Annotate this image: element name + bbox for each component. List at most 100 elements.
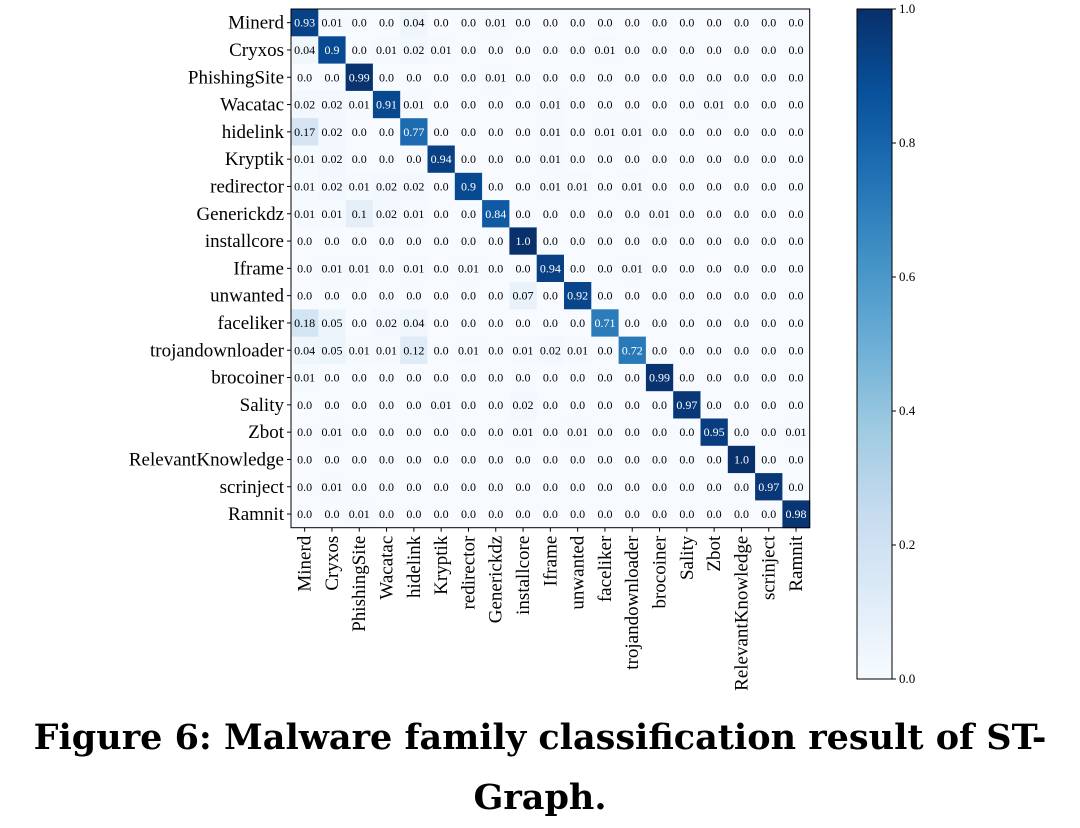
heatmap-cell xyxy=(345,363,374,392)
cell-value-label: 0.0 xyxy=(652,234,667,248)
heatmap-cell xyxy=(727,172,756,201)
cell-value-label: 0.01 xyxy=(540,152,561,166)
heatmap-cell xyxy=(482,418,510,447)
row-label: PhishingSite xyxy=(188,67,284,88)
heatmap-cell xyxy=(591,363,620,392)
heatmap-cell xyxy=(345,90,374,119)
column-label: PhishingSite xyxy=(349,536,370,632)
cell-value-label: 0.01 xyxy=(403,98,424,112)
cell-value-label: 0.0 xyxy=(652,179,667,193)
cell-value-label: 0.01 xyxy=(540,179,561,193)
heatmap-cell xyxy=(564,445,592,474)
cell-value-label: 0.0 xyxy=(734,16,749,30)
heatmap-cell xyxy=(618,9,647,37)
cell-value-label: 0.0 xyxy=(379,371,394,385)
heatmap-cell xyxy=(782,500,811,529)
heatmap-cell xyxy=(700,445,729,474)
heatmap-cell xyxy=(782,63,811,92)
cell-value-label: 0.0 xyxy=(652,507,667,521)
cell-value-label: 0.0 xyxy=(297,507,312,521)
heatmap-cell xyxy=(564,200,592,228)
heatmap-cell xyxy=(618,309,647,338)
cell-value-label: 0.77 xyxy=(403,125,424,139)
cell-value-label: 0.0 xyxy=(461,16,476,30)
cell-value-label: 0.99 xyxy=(349,70,370,84)
heatmap-cell xyxy=(645,9,674,37)
cell-value-label: 0.0 xyxy=(707,261,722,275)
cell-value-label: 0.0 xyxy=(789,98,804,112)
cell-value-label: 0.01 xyxy=(294,207,315,221)
cell-value-label: 0.0 xyxy=(570,234,585,248)
cell-value-label: 0.0 xyxy=(488,261,503,275)
heatmap-cell xyxy=(318,227,347,256)
heatmap-cell xyxy=(482,500,510,529)
cell-value-label: 0.0 xyxy=(707,179,722,193)
column-label: faceliker xyxy=(595,535,616,602)
heatmap-cell xyxy=(509,309,538,338)
cell-value-label: 0.0 xyxy=(434,16,449,30)
column-label: Generickdz xyxy=(486,536,507,624)
cell-value-label: 0.0 xyxy=(516,125,531,139)
colorbar-tick-label: 0.6 xyxy=(899,269,916,284)
cell-value-label: 0.0 xyxy=(707,398,722,412)
cell-value-label: 0.04 xyxy=(403,16,424,30)
heatmap-cell xyxy=(427,200,456,228)
heatmap-cell xyxy=(318,63,347,92)
cell-value-label: 0.0 xyxy=(789,43,804,57)
heatmap-cell xyxy=(618,200,647,228)
cell-value-label: 0.05 xyxy=(321,343,342,357)
cell-value-label: 0.0 xyxy=(352,289,367,303)
heatmap-cell xyxy=(645,418,674,447)
cell-value-label: 0.0 xyxy=(543,398,558,412)
cell-value-label: 0.0 xyxy=(434,179,449,193)
cell-value-label: 0.0 xyxy=(543,207,558,221)
cell-value-label: 0.0 xyxy=(434,507,449,521)
heatmap-cell xyxy=(564,145,592,174)
heatmap-cell xyxy=(564,336,592,365)
heatmap-cell xyxy=(700,473,729,501)
cell-value-label: 0.0 xyxy=(488,125,503,139)
cell-value-label: 0.0 xyxy=(679,207,694,221)
cell-value-label: 0.0 xyxy=(461,316,476,330)
heatmap-cell xyxy=(618,282,647,310)
heatmap-cell xyxy=(482,63,510,92)
cell-value-label: 0.9 xyxy=(461,179,476,193)
heatmap-cell xyxy=(536,418,565,447)
heatmap-cell xyxy=(400,309,428,338)
heatmap-cell xyxy=(564,282,592,310)
heatmap-cell xyxy=(591,200,620,228)
heatmap-cell xyxy=(564,172,592,201)
heatmap-cell xyxy=(700,9,729,37)
heatmap-cell xyxy=(564,473,592,501)
heatmap-cell xyxy=(372,227,401,256)
cell-value-label: 0.0 xyxy=(597,98,612,112)
cell-value-label: 0.0 xyxy=(652,125,667,139)
heatmap-cell xyxy=(727,36,756,65)
heatmap-cell xyxy=(509,172,538,201)
heatmap-cell xyxy=(291,145,319,174)
heatmap-cell xyxy=(509,200,538,228)
heatmap-cell xyxy=(645,282,674,310)
heatmap-cell xyxy=(345,336,374,365)
cell-value-label: 0.02 xyxy=(376,179,397,193)
heatmap-cell xyxy=(564,227,592,256)
cell-value-label: 0.0 xyxy=(461,70,476,84)
heatmap-cell xyxy=(645,336,674,365)
cell-value-label: 0.01 xyxy=(376,43,397,57)
heatmap-cell xyxy=(700,227,729,256)
heatmap-cell xyxy=(782,118,811,146)
cell-value-label: 0.0 xyxy=(324,234,339,248)
cell-value-label: 0.0 xyxy=(761,507,776,521)
heatmap-cell xyxy=(345,282,374,310)
row-label: Minerd xyxy=(228,13,284,34)
heatmap-cell xyxy=(618,500,647,529)
cell-value-label: 0.02 xyxy=(321,179,342,193)
heatmap-cell xyxy=(645,118,674,146)
cell-value-label: 0.0 xyxy=(461,507,476,521)
cell-value-label: 0.0 xyxy=(597,289,612,303)
cell-value-label: 0.0 xyxy=(516,207,531,221)
heatmap-cell xyxy=(782,336,811,365)
column-label: Kryptik xyxy=(431,535,452,595)
heatmap-cell xyxy=(700,254,729,283)
heatmap-cell xyxy=(345,391,374,419)
